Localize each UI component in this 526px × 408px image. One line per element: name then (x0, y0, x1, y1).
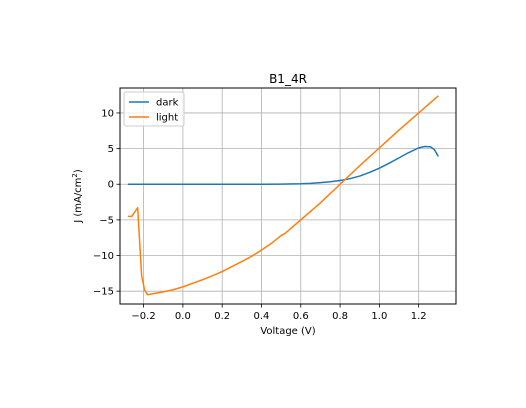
series-line-dark (127, 145, 439, 185)
plot-frame (119, 87, 457, 305)
x-tick-label-1-2: 1.2 (411, 311, 427, 322)
series-layer (127, 95, 439, 296)
y-tick-label-5: 5 (108, 144, 114, 155)
legend-label-dark: dark (156, 98, 179, 109)
x-tick-label-0-0: 0.0 (175, 311, 191, 322)
x-tick-label-0-6: 0.6 (293, 311, 309, 322)
y-tick-label-10: 10 (101, 108, 114, 119)
x-axis: −0.2 0.0 0.2 0.4 0.6 0.8 1.0 1.2 (131, 304, 427, 322)
y-axis: 10 5 0 −5 −10 −15 (93, 108, 120, 298)
x-tick-label-minus-0-2: −0.2 (131, 311, 155, 322)
legend: dark light (123, 91, 185, 127)
legend-label-light: light (156, 113, 178, 124)
y-axis-label-close: ) (73, 169, 84, 173)
y-tick-label-minus-10: −10 (93, 251, 114, 262)
y-tick-label-minus-5: −5 (99, 215, 114, 226)
x-tick-label-0-2: 0.2 (214, 311, 230, 322)
y-axis-label-main: J (mA/cm (73, 178, 84, 224)
y-axis-label: J (mA/cm2) (71, 169, 84, 224)
y-axis-label-superscript: 2 (71, 173, 79, 177)
y-tick-label-minus-15: −15 (93, 287, 114, 298)
x-tick-label-0-8: 0.8 (332, 311, 348, 322)
y-tick-label-0: 0 (108, 180, 114, 191)
chart-title: B1_4R (269, 72, 307, 86)
x-tick-label-0-4: 0.4 (254, 311, 270, 322)
x-tick-label-1-0: 1.0 (371, 311, 387, 322)
x-axis-label: Voltage (V) (260, 326, 315, 337)
series-line-light (127, 95, 439, 296)
